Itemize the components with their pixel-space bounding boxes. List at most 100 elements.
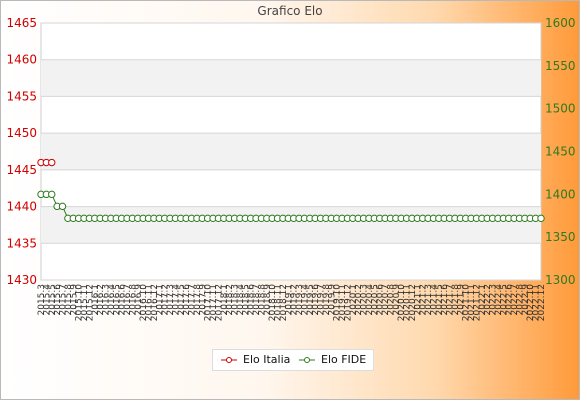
tick-label-x: 2016.11: [145, 284, 155, 321]
tick-label-x: 2017.5: [177, 284, 187, 316]
tick-label-x: 2020.5: [370, 284, 380, 316]
tick-label-x: 2019.3: [295, 284, 305, 316]
tick-label-x: 2017.11: [209, 284, 219, 321]
tick-label-x: 2019.10: [333, 284, 343, 321]
tick-label-x: 2016.5: [112, 284, 122, 316]
tick-label-x: 2015.7: [59, 284, 69, 316]
tick-label-x: 2018.8: [257, 284, 267, 316]
tick-label-x: 2020.12: [408, 284, 418, 321]
tick-label-x: 2017.1: [155, 284, 165, 316]
tick-label-x: 2022.5: [499, 284, 509, 316]
tick-label-x: 2019.5: [306, 284, 316, 316]
tick-label-x: 2022.10: [526, 284, 536, 321]
tick-label-x: 2017.10: [204, 284, 214, 321]
tick-label-x: 2016.7: [123, 284, 133, 316]
tick-label-x: 2017.3: [166, 284, 176, 316]
tick-label-x: 2022.11: [532, 284, 542, 321]
tick-label-right: 1600: [545, 16, 576, 30]
tick-label-left: 1460: [6, 53, 37, 67]
tick-label-x: 2017.7: [188, 284, 198, 316]
tick-label-x: 2020.1: [349, 284, 359, 316]
tick-label-right: 1350: [545, 230, 576, 244]
tick-label-x: 2018.9: [263, 284, 273, 316]
tick-label-x: 2018.6: [247, 284, 257, 316]
tick-label-x: 2017.4: [171, 284, 181, 316]
tick-label-x: 2022.1: [478, 284, 488, 316]
tick-label-right: 1400: [545, 187, 576, 201]
tick-label-x: 2017.8: [193, 284, 203, 316]
tick-label-left: 1455: [6, 89, 37, 103]
tick-label-x: 2021.11: [467, 284, 477, 321]
data-point: [48, 158, 56, 167]
tick-label-x: 2015.11: [80, 284, 90, 321]
tick-label-x: 2018.3: [231, 284, 241, 316]
tick-label-x: 2017.6: [182, 284, 192, 316]
tick-label-x: 2016.2: [96, 284, 106, 316]
tick-label-x: 2021.2: [419, 284, 429, 316]
grid-band: [41, 206, 541, 244]
tick-label-x: 2022.8: [515, 284, 525, 316]
tick-label-x: 2019.4: [300, 284, 310, 316]
tick-label-x: 2018.12: [279, 284, 289, 321]
tick-label-x: 2017.12: [214, 284, 224, 321]
tick-label-x: 2015.3: [37, 284, 47, 316]
tick-label-x: 2021.1: [413, 284, 423, 316]
tick-label-left: 1450: [6, 126, 37, 140]
tick-label-x: 2015.9: [69, 284, 79, 316]
tick-label-x: 2016.10: [139, 284, 149, 321]
tick-label-x: 2019.7: [317, 284, 327, 316]
tick-label-x: 2020.7: [381, 284, 391, 316]
tick-label-x: 2022.9: [521, 284, 531, 316]
data-point: [48, 190, 56, 199]
tick-label-x: 2016.8: [128, 284, 138, 316]
tick-label-x: 2017.2: [161, 284, 171, 316]
tick-label-x: 2015.6: [53, 284, 63, 316]
tick-label-x: 2016.1: [91, 284, 101, 316]
tick-label-x: 2020.9: [392, 284, 402, 316]
tick-label-x: 2016.9: [134, 284, 144, 316]
tick-label-x: 2019.2: [290, 284, 300, 316]
tick-label-x: 2018.4: [236, 284, 246, 316]
tick-label-x: 2022.12: [537, 284, 547, 321]
tick-label-x: 2021.12: [472, 284, 482, 321]
tick-label-x: 2020.10: [397, 284, 407, 321]
legend-label-elo-fide: Elo FIDE: [321, 353, 367, 366]
data-point: [58, 202, 67, 211]
tick-label-x: 2020.8: [386, 284, 396, 316]
tick-label-x: 2020.11: [403, 284, 413, 321]
tick-label-x: 2018.2: [225, 284, 235, 316]
tick-label-x: 2022.6: [505, 284, 515, 316]
tick-label-x: 2015.12: [85, 284, 95, 321]
tick-label-x: 2015.4: [42, 284, 52, 316]
legend-label-elo-italia: Elo Italia: [243, 353, 291, 366]
tick-label-x: 2021.4: [429, 284, 439, 316]
tick-label-x: 2021.8: [451, 284, 461, 316]
tick-label-right: 1550: [545, 59, 576, 73]
tick-label-x: 2015.8: [64, 284, 74, 316]
tick-label-x: 2019.1: [284, 284, 294, 316]
tick-label-right: 1500: [545, 102, 576, 116]
tick-label-x: 2020.3: [360, 284, 370, 316]
tick-label-left: 1430: [6, 273, 37, 287]
tick-label-x: 2019.8: [322, 284, 332, 316]
tick-label-x: 2020.4: [365, 284, 375, 316]
tick-label-x: 2021.6: [440, 284, 450, 316]
tick-label-x: 2022.7: [510, 284, 520, 316]
tick-label-x: 2015.5: [48, 284, 58, 316]
legend: Elo Italia Elo FIDE: [212, 349, 374, 371]
tick-label-x: 2019.11: [338, 284, 348, 321]
grid-band: [41, 59, 541, 97]
tick-label-x: 2021.10: [462, 284, 472, 321]
tick-label-x: 2016.4: [107, 284, 117, 316]
tick-label-x: 2016.12: [150, 284, 160, 321]
tick-label-left: 1445: [6, 163, 37, 177]
tick-label-x: 2018.1: [220, 284, 230, 316]
tick-label-right: 1450: [545, 145, 576, 159]
tick-label-x: 2016.6: [118, 284, 128, 316]
grid-band: [41, 133, 541, 170]
tick-label-x: 2022.2: [483, 284, 493, 316]
legend-swatch-elo-italia: [221, 357, 237, 363]
tick-label-x: 2019.6: [311, 284, 321, 316]
tick-label-x: 2018.11: [274, 284, 284, 321]
tick-label-x: 2020.6: [376, 284, 386, 316]
